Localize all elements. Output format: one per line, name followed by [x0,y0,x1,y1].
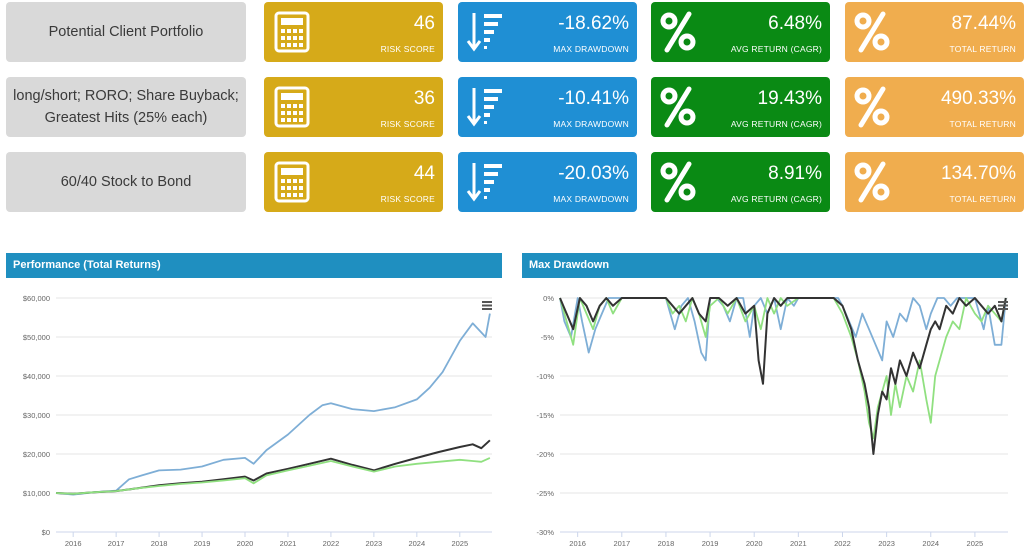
total-label: TOTAL RETURN [949,194,1016,204]
y-tick-label: $30,000 [23,411,50,420]
x-tick-label: 2021 [280,539,297,548]
y-tick-label: -5% [541,333,555,342]
avg-value: 6.48% [768,13,822,34]
x-tick-label: 2020 [237,539,254,548]
portfolio-label-2: long/short; RORO; Share Buyback; Greates… [6,77,246,137]
drawdown-label: MAX DRAWDOWN [553,194,629,204]
x-tick-label: 2024 [408,539,425,548]
y-tick-label: -30% [536,528,554,537]
risk-label: RISK SCORE [380,119,435,129]
avg-card-1: 6.48% AVG RETURN (CAGR) [651,2,830,62]
x-tick-label: 2023 [366,539,383,548]
drawdown-value: -20.03% [558,163,629,184]
total-value: 87.44% [951,13,1016,34]
y-tick-label: -15% [536,411,554,420]
drawdown-value: -18.62% [558,13,629,34]
total-value: 490.33% [940,88,1016,109]
x-tick-label: 2024 [922,539,939,548]
avg-label: AVG RETURN (CAGR) [730,194,822,204]
x-tick-label: 2021 [790,539,807,548]
risk-value: 36 [413,88,435,109]
x-tick-label: 2017 [613,539,630,548]
risk-card-2: 36 RISK SCORE [264,77,443,137]
hamburger-menu-icon[interactable] [998,301,1008,310]
portfolio-label-3: 60/40 Stock to Bond [6,152,246,212]
x-tick-label: 2018 [151,539,168,548]
drawdown-label: MAX DRAWDOWN [553,44,629,54]
drawdown-card-3: -20.03% MAX DRAWDOWN [458,152,637,212]
y-tick-label: $10,000 [23,489,50,498]
total-value: 134.70% [940,163,1016,184]
series-line-3 [55,457,491,495]
x-tick-label: 2022 [323,539,340,548]
series-line-3 [559,297,1007,455]
y-tick-label: -20% [536,450,554,459]
x-tick-label: 2017 [108,539,125,548]
y-tick-label: $0 [42,528,50,537]
performance-chart-title: Performance (Total Returns) [6,253,502,278]
y-tick-label: 0% [543,294,554,303]
x-tick-label: 2020 [746,539,763,548]
avg-card-3: 8.91% AVG RETURN (CAGR) [651,152,830,212]
x-tick-label: 2025 [451,539,468,548]
total-card-1: 87.44% TOTAL RETURN [845,2,1024,62]
drawdown-card-2: -10.41% MAX DRAWDOWN [458,77,637,137]
total-card-2: 490.33% TOTAL RETURN [845,77,1024,137]
x-tick-label: 2016 [569,539,586,548]
avg-value: 19.43% [757,88,822,109]
risk-value: 46 [413,13,435,34]
drawdown-chart-title: Max Drawdown [522,253,1018,278]
y-tick-label: $50,000 [23,333,50,342]
x-tick-label: 2023 [878,539,895,548]
risk-label: RISK SCORE [380,44,435,54]
risk-card-1: 46 RISK SCORE [264,2,443,62]
y-tick-label: $60,000 [23,294,50,303]
performance-chart: $0 $10,000 $20,000 $30,000 $40,000 $50,000 $60… [23,294,492,548]
risk-value: 44 [413,163,435,184]
avg-card-2: 19.43% AVG RETURN (CAGR) [651,77,830,137]
drawdown-card-1: -18.62% MAX DRAWDOWN [458,2,637,62]
x-tick-label: 2016 [65,539,82,548]
x-tick-label: 2018 [658,539,675,548]
y-tick-label: $20,000 [23,450,50,459]
drawdown-value: -10.41% [558,88,629,109]
risk-label: RISK SCORE [380,194,435,204]
avg-label: AVG RETURN (CAGR) [730,44,822,54]
series-line-1 [55,313,491,496]
drawdown-label: MAX DRAWDOWN [553,119,629,129]
avg-value: 8.91% [768,163,822,184]
hamburger-menu-icon[interactable] [482,301,492,310]
x-tick-label: 2025 [967,539,984,548]
total-label: TOTAL RETURN [949,119,1016,129]
total-label: TOTAL RETURN [949,44,1016,54]
portfolio-label-1: Potential Client Portfolio [6,2,246,62]
avg-label: AVG RETURN (CAGR) [730,119,822,129]
drawdown-chart: 0% -5% -10% -15% -20% -25% -30% 2016 2017 2018 201… [536,294,1008,548]
x-tick-label: 2022 [834,539,851,548]
risk-card-3: 44 RISK SCORE [264,152,443,212]
y-tick-label: -25% [536,489,554,498]
x-tick-label: 2019 [194,539,211,548]
y-tick-label: -10% [536,372,554,381]
total-card-3: 134.70% TOTAL RETURN [845,152,1024,212]
y-tick-label: $40,000 [23,372,50,381]
x-tick-label: 2019 [702,539,719,548]
